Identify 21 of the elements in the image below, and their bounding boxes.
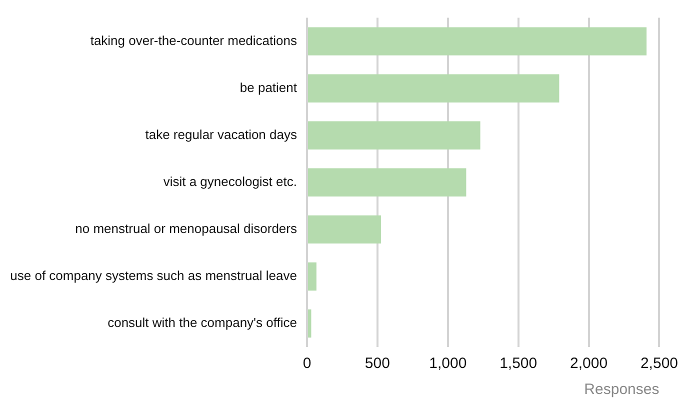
x-tick-label: 2,000 xyxy=(570,355,608,372)
bar xyxy=(308,74,560,102)
y-tick-label: use of company systems such as menstrual leave xyxy=(10,268,297,284)
bar xyxy=(308,168,466,197)
y-tick-label: visit a gynecologist etc. xyxy=(163,174,297,189)
bar xyxy=(308,215,381,244)
x-tick-label: 500 xyxy=(364,355,390,372)
bar xyxy=(308,27,647,56)
y-tick-label: be patient xyxy=(240,80,298,95)
x-tick-label: 0 xyxy=(302,355,312,372)
x-axis-title: Responses xyxy=(584,381,660,398)
bar xyxy=(308,121,480,150)
bar xyxy=(308,309,312,338)
bar xyxy=(308,262,316,291)
y-tick-label: no menstrual or menopausal disorders xyxy=(75,221,298,236)
y-tick-label: consult with the company's office xyxy=(108,315,297,330)
x-tick-label: 1,000 xyxy=(429,355,467,372)
x-tick-label: 1,500 xyxy=(500,355,538,372)
x-tick-label: 2,500 xyxy=(640,355,678,372)
y-tick-label: take regular vacation days xyxy=(145,126,298,142)
y-tick-label: taking over-the-counter medications xyxy=(90,32,298,48)
